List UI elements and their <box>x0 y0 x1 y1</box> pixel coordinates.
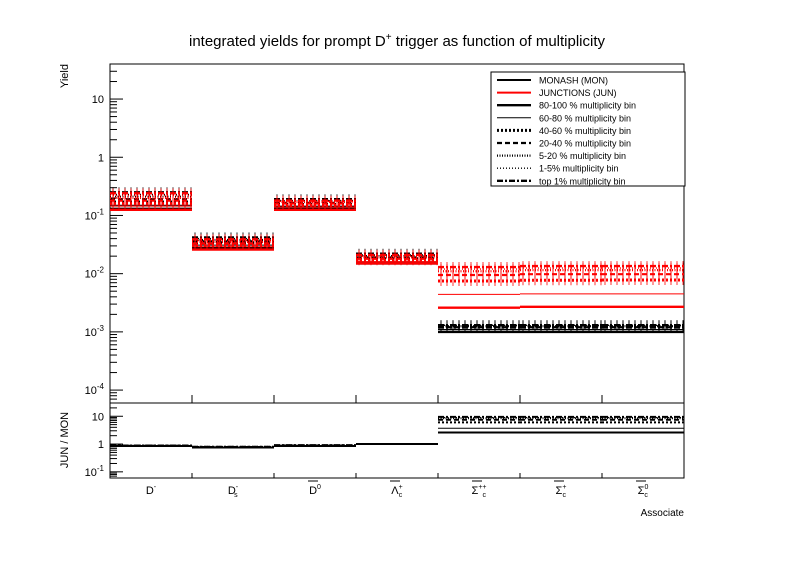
category-label: Σ+ c <box>556 484 567 499</box>
category-label-sup: 0 <box>644 484 648 491</box>
y-tick-label-exp: -2 <box>97 266 105 275</box>
x-axis-label: Associate <box>641 508 685 519</box>
category-label: Σ++ c <box>472 484 487 499</box>
ratio-y-tick-label: 1 <box>98 439 104 451</box>
y-tick-label-exp: -4 <box>97 382 105 391</box>
chart-title-prefix: integrated yields for prompt D <box>189 33 386 50</box>
category-label-sup: - <box>236 484 239 491</box>
chart-title-suffix: trigger as function of multiplicity <box>392 33 606 50</box>
legend-entry-label: JUNCTIONS (JUN) <box>539 88 617 98</box>
category-label-sub: c <box>644 492 648 499</box>
category-label-sub: s <box>234 492 238 499</box>
ratio-y-tick-label-base: 1 <box>98 439 104 451</box>
legend-entry-label: top 1% multiplicity bin <box>539 176 626 186</box>
y-axis-label: Yield <box>59 64 71 88</box>
ratio-series-top1 <box>110 415 684 448</box>
chart-title: integrated yields for prompt D+ trigger … <box>189 32 606 50</box>
y-tick-label-base: 10 <box>85 385 97 397</box>
chart-title-sup: + <box>386 32 392 43</box>
ratio-y-tick-label-base: 10 <box>92 411 104 423</box>
category-label-sup: ++ <box>478 484 486 491</box>
category-label-sup: 0 <box>317 484 321 491</box>
legend-entry-label: 1-5% multiplicity bin <box>539 164 619 174</box>
ratio-frame-box <box>109 402 685 479</box>
legend-box <box>490 71 686 187</box>
y-tick-label-base: 10 <box>85 210 97 222</box>
ratio-y-tick-label: 10 <box>92 411 104 423</box>
category-label-base: Σ <box>638 485 645 497</box>
category-label: D-s <box>228 484 239 499</box>
ratio-series-80-100 <box>110 431 684 449</box>
category-label-sup: + <box>399 484 403 491</box>
category-label: D- <box>146 484 157 497</box>
ratio-y-tick-label: 10-1 <box>85 464 105 479</box>
category-label: Σ0 c <box>638 484 649 499</box>
y-tick-label: 10 <box>92 94 104 106</box>
category-label-sub: c <box>399 492 403 499</box>
category-label-sup: + <box>562 484 566 491</box>
legend-entry-label: 5-20 % multiplicity bin <box>539 151 626 161</box>
y-tick-label-exp: -3 <box>97 324 105 333</box>
legend-entry-label: 20-40 % multiplicity bin <box>539 139 631 149</box>
category-label-base: Λ <box>391 485 399 497</box>
series-mon-60-80 <box>110 204 684 330</box>
category-label: Λ+ c <box>391 484 402 499</box>
category-label-sub: c <box>483 492 487 499</box>
series-jun-60-80 <box>110 205 684 295</box>
category-label-base: D <box>146 485 154 497</box>
category-label-base: D <box>309 485 317 497</box>
y-tick-label-exp: -1 <box>97 207 105 216</box>
y-tick-label-base: 10 <box>85 269 97 281</box>
ratio-y-tick-label-base: 10 <box>85 467 97 479</box>
legend-entry-label: 40-60 % multiplicity bin <box>539 126 631 136</box>
y-tick-label: 10-3 <box>85 324 105 339</box>
category-label-sub: c <box>562 492 566 499</box>
legend-entry-label: 60-80 % multiplicity bin <box>539 113 631 123</box>
series-mon-40-60 <box>110 197 684 333</box>
y-tick-label: 10-1 <box>85 207 105 222</box>
series-jun-top1 <box>110 188 684 273</box>
y-tick-label: 10-2 <box>85 266 105 281</box>
legend-entry-label: MONASH (MON) <box>539 76 608 86</box>
y-tick-label-base: 10 <box>92 94 104 106</box>
category-label-base: Σ <box>472 485 479 497</box>
ratio-y-axis-label: JUN / MON <box>59 412 71 468</box>
y-tick-label: 1 <box>98 152 104 164</box>
y-tick-label-base: 10 <box>85 327 97 339</box>
legend-entry-label: 80-100 % multiplicity bin <box>539 101 636 111</box>
y-tick-label-base: 1 <box>98 152 104 164</box>
category-label-sup: - <box>154 484 157 491</box>
category-label: D0 <box>309 484 321 497</box>
category-label-base: D <box>228 485 236 497</box>
legend: MONASH (MON) JUNCTIONS (JUN) 80-100 % mult… <box>490 71 686 187</box>
series-jun-80-100 <box>110 208 684 309</box>
y-tick-label: 10-4 <box>85 382 105 397</box>
ratio-y-tick-label-exp: -1 <box>97 464 105 473</box>
category-label-base: Σ <box>556 485 563 497</box>
